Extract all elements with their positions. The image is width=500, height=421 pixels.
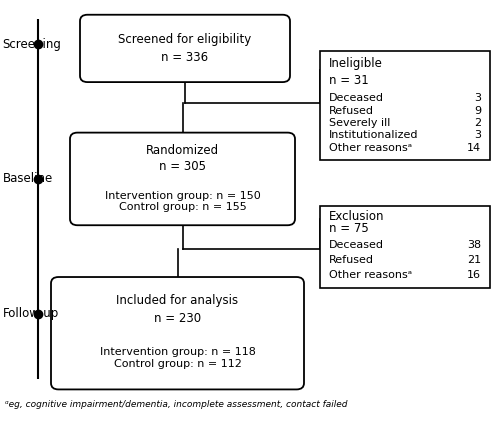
Text: 9: 9 <box>474 106 481 116</box>
Text: Ineligible: Ineligible <box>329 57 383 70</box>
Text: Included for analysis: Included for analysis <box>116 294 238 307</box>
Text: Refused: Refused <box>329 255 374 265</box>
Text: Deceased: Deceased <box>329 240 384 250</box>
Bar <box>320 206 490 288</box>
Text: n = 305: n = 305 <box>159 160 206 173</box>
FancyBboxPatch shape <box>51 277 304 389</box>
Text: Intervention group: n = 118: Intervention group: n = 118 <box>100 347 256 357</box>
Text: Deceased: Deceased <box>329 93 384 103</box>
Text: Screening: Screening <box>2 38 62 51</box>
Text: 3: 3 <box>474 130 481 140</box>
Text: n = 230: n = 230 <box>154 312 201 325</box>
Text: Refused: Refused <box>329 106 374 116</box>
Text: 3: 3 <box>474 93 481 103</box>
Text: 16: 16 <box>467 269 481 280</box>
Text: 21: 21 <box>467 255 481 265</box>
Text: Randomized: Randomized <box>146 144 219 157</box>
Text: Severely ill: Severely ill <box>329 118 390 128</box>
Text: 14: 14 <box>467 143 481 152</box>
FancyBboxPatch shape <box>70 133 295 225</box>
FancyBboxPatch shape <box>58 282 298 383</box>
Text: n = 75: n = 75 <box>329 222 369 235</box>
Text: Control group: n = 112: Control group: n = 112 <box>114 359 242 369</box>
Text: 2: 2 <box>474 118 481 128</box>
Text: Exclusion: Exclusion <box>329 210 384 223</box>
FancyBboxPatch shape <box>80 15 290 82</box>
Bar <box>320 51 490 160</box>
Text: Follow-up: Follow-up <box>2 307 59 320</box>
Text: 38: 38 <box>467 240 481 250</box>
Text: n = 336: n = 336 <box>162 51 208 64</box>
Text: Institutionalized: Institutionalized <box>329 130 418 140</box>
Text: n = 31: n = 31 <box>329 74 369 87</box>
Text: Other reasonsᵃ: Other reasonsᵃ <box>329 143 412 152</box>
Text: Screened for eligibility: Screened for eligibility <box>118 33 252 46</box>
Text: ᵅeg, cognitive impairment/dementia, incomplete assessment, contact failed: ᵅeg, cognitive impairment/dementia, inco… <box>5 400 347 409</box>
Text: Other reasonsᵃ: Other reasonsᵃ <box>329 269 412 280</box>
Text: Baseline: Baseline <box>2 173 53 185</box>
Text: Control group: n = 155: Control group: n = 155 <box>118 202 246 212</box>
Text: Intervention group: n = 150: Intervention group: n = 150 <box>104 191 260 201</box>
